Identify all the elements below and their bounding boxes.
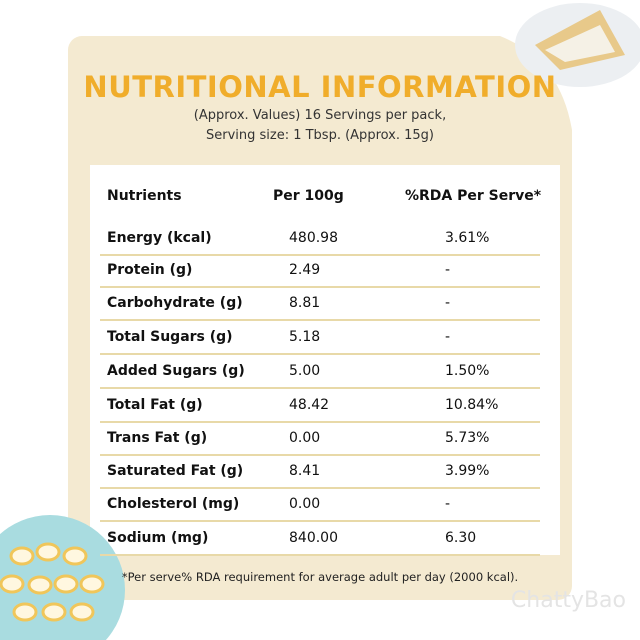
row-divider bbox=[100, 319, 540, 321]
eggs bbox=[0, 542, 105, 622]
nutrient-value: 6.30 bbox=[445, 530, 477, 546]
column-header: %RDA Per Serve* bbox=[405, 188, 542, 204]
row-divider bbox=[100, 387, 540, 389]
sandwich-filling bbox=[545, 25, 615, 62]
nutrient-value: 48.42 bbox=[289, 397, 330, 413]
nutrient-name: Protein (g) bbox=[107, 262, 193, 278]
nutrient-name: Saturated Fat (g) bbox=[107, 463, 244, 479]
nutrient-value: 5.18 bbox=[289, 329, 321, 345]
nutrient-value: - bbox=[445, 496, 451, 512]
row-divider bbox=[100, 353, 540, 355]
nutrient-value: 3.61% bbox=[445, 230, 490, 246]
nutrient-value: 0.00 bbox=[289, 430, 321, 446]
nutrient-value: 1.50% bbox=[445, 363, 490, 379]
watermark: ChattyBao bbox=[510, 588, 626, 613]
row-divider bbox=[100, 421, 540, 423]
subtitle: Serving size: 1 Tbsp. (Approx. 15g) bbox=[205, 128, 435, 143]
subtitle: (Approx. Values) 16 Servings per pack, bbox=[193, 108, 447, 123]
nutrient-value: 2.49 bbox=[289, 262, 321, 278]
row-divider bbox=[100, 487, 540, 489]
nutrient-name: Cholesterol (mg) bbox=[107, 496, 240, 512]
column-header: Nutrients bbox=[107, 188, 182, 204]
footnote: *Per serve% RDA requirement for average … bbox=[121, 570, 519, 584]
nutrient-name: Carbohydrate (g) bbox=[107, 295, 243, 311]
nutrient-value: - bbox=[445, 295, 451, 311]
nutrient-name: Total Fat (g) bbox=[107, 397, 203, 413]
row-divider bbox=[100, 520, 540, 522]
row-divider bbox=[100, 454, 540, 456]
nutrient-value: - bbox=[445, 262, 451, 278]
nutrient-name: Sodium (mg) bbox=[107, 530, 209, 546]
nutrient-value: 10.84% bbox=[445, 397, 499, 413]
nutrient-value: - bbox=[445, 329, 451, 345]
column-header: Per 100g bbox=[273, 188, 344, 204]
title: NUTRITIONAL INFORMATION bbox=[83, 70, 557, 104]
nutrient-name: Added Sugars (g) bbox=[107, 363, 245, 379]
nutrient-value: 8.41 bbox=[289, 463, 321, 479]
nutrient-value: 0.00 bbox=[289, 496, 321, 512]
nutrient-value: 840.00 bbox=[289, 530, 338, 546]
nutrient-name: Trans Fat (g) bbox=[107, 430, 208, 446]
nutrient-value: 5.73% bbox=[445, 430, 490, 446]
nutrient-value: 3.99% bbox=[445, 463, 490, 479]
nutrient-name: Total Sugars (g) bbox=[107, 329, 233, 345]
nutrient-value: 8.81 bbox=[289, 295, 321, 311]
row-divider bbox=[100, 286, 540, 288]
table-panel bbox=[90, 165, 560, 555]
row-divider bbox=[100, 554, 540, 556]
row-divider bbox=[100, 254, 540, 256]
nutrient-value: 480.98 bbox=[289, 230, 338, 246]
nutrient-name: Energy (kcal) bbox=[107, 230, 212, 246]
nutrient-value: 5.00 bbox=[289, 363, 321, 379]
